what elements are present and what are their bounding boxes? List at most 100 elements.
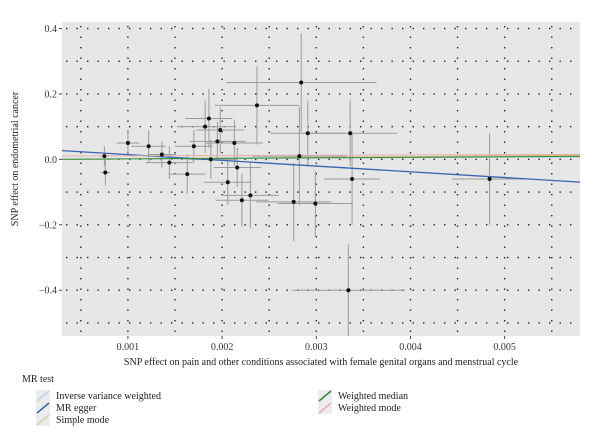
grid-dot xyxy=(174,131,176,133)
grid-dot xyxy=(108,289,110,291)
grid-dot xyxy=(76,289,78,291)
grid-dot xyxy=(339,93,341,95)
grid-dot xyxy=(362,278,365,280)
grid-dot xyxy=(318,93,320,95)
grid-dot xyxy=(370,158,372,161)
grid-dot xyxy=(381,27,383,30)
grid-dot xyxy=(456,288,459,290)
grid-dot xyxy=(255,322,257,324)
grid-dot xyxy=(517,93,519,95)
grid-dot xyxy=(297,93,299,95)
grid-dot xyxy=(108,27,110,30)
grid-dot xyxy=(370,27,372,30)
grid-dot xyxy=(127,257,129,259)
grid-dot xyxy=(370,322,372,324)
grid-dot xyxy=(160,60,162,62)
grid-dot xyxy=(76,322,78,324)
grid-dot xyxy=(66,93,68,95)
grid-dot xyxy=(456,183,459,185)
grid-dot xyxy=(268,36,270,38)
grid-dot xyxy=(551,89,553,91)
grid-dot xyxy=(409,57,412,59)
grid-dot xyxy=(76,256,78,259)
grid-dot xyxy=(268,120,270,122)
grid-dot xyxy=(503,215,506,217)
grid-dot xyxy=(475,60,477,62)
grid-dot xyxy=(517,27,519,30)
data-point-6 xyxy=(185,172,190,177)
grid-dot xyxy=(538,289,540,291)
grid-dot xyxy=(456,47,459,49)
grid-dot xyxy=(221,278,223,280)
grid-dot xyxy=(409,131,412,133)
grid-dot xyxy=(349,27,351,30)
grid-dot xyxy=(80,152,82,154)
grid-dot xyxy=(362,330,365,332)
grid-dot xyxy=(503,225,506,227)
grid-dot xyxy=(362,173,365,175)
grid-dot xyxy=(192,93,194,95)
grid-dot xyxy=(528,191,530,193)
grid-dot xyxy=(503,78,506,80)
grid-dot xyxy=(221,162,223,164)
grid-dot xyxy=(192,191,194,193)
grid-dot xyxy=(551,320,553,322)
grid-dot xyxy=(268,89,270,91)
grid-dot xyxy=(174,278,176,280)
grid-dot xyxy=(221,225,223,227)
grid-dot xyxy=(213,256,215,259)
grid-dot xyxy=(202,256,204,259)
grid-dot xyxy=(456,99,459,101)
grid-dot xyxy=(127,26,129,28)
data-point-27 xyxy=(487,177,492,181)
grid-dot xyxy=(454,93,456,95)
grid-dot xyxy=(108,191,110,193)
grid-dot xyxy=(538,125,540,128)
grid-dot xyxy=(315,110,317,112)
grid-dot xyxy=(528,289,530,291)
grid-dot xyxy=(496,125,498,128)
grid-dot xyxy=(268,47,270,49)
grid-dot xyxy=(234,27,236,30)
grid-dot xyxy=(80,215,82,217)
grid-dot xyxy=(409,204,412,206)
grid-dot xyxy=(503,194,506,196)
data-point-8 xyxy=(203,124,208,129)
grid-dot xyxy=(307,256,309,259)
grid-dot xyxy=(423,60,425,62)
grid-dot xyxy=(221,299,223,301)
grid-dot xyxy=(213,27,215,30)
grid-dot xyxy=(276,158,278,161)
grid-dot xyxy=(221,246,223,248)
y-tick-label-0: −0.4 xyxy=(39,286,57,297)
grid-dot xyxy=(221,320,223,322)
grid-dot xyxy=(454,125,456,128)
grid-dot xyxy=(108,125,110,128)
grid-dot xyxy=(454,27,456,30)
x-tick-label-0: 0.001 xyxy=(117,342,140,353)
grid-dot xyxy=(87,191,89,193)
grid-dot xyxy=(391,191,393,193)
grid-dot xyxy=(315,215,317,217)
grid-dot xyxy=(507,256,509,259)
data-point-16 xyxy=(239,198,244,203)
grid-dot xyxy=(444,322,446,324)
data-point-12 xyxy=(218,127,223,132)
data-point-13 xyxy=(225,180,230,185)
data-point-14 xyxy=(232,141,237,146)
grid-dot xyxy=(265,158,267,161)
grid-dot xyxy=(192,289,194,291)
grid-dot xyxy=(297,322,299,324)
grid-dot xyxy=(174,236,176,238)
grid-dot xyxy=(181,322,183,324)
grid-dot xyxy=(150,224,152,226)
grid-dot xyxy=(503,26,506,28)
grid-dot xyxy=(318,224,320,226)
grid-dot xyxy=(174,215,176,217)
grid-dot xyxy=(268,57,270,59)
grid-dot xyxy=(66,191,68,193)
grid-dot xyxy=(570,125,572,128)
grid-dot xyxy=(551,78,553,80)
x-axis-title: SNP effect on pain and other conditions … xyxy=(124,357,519,368)
grid-dot xyxy=(465,322,467,324)
